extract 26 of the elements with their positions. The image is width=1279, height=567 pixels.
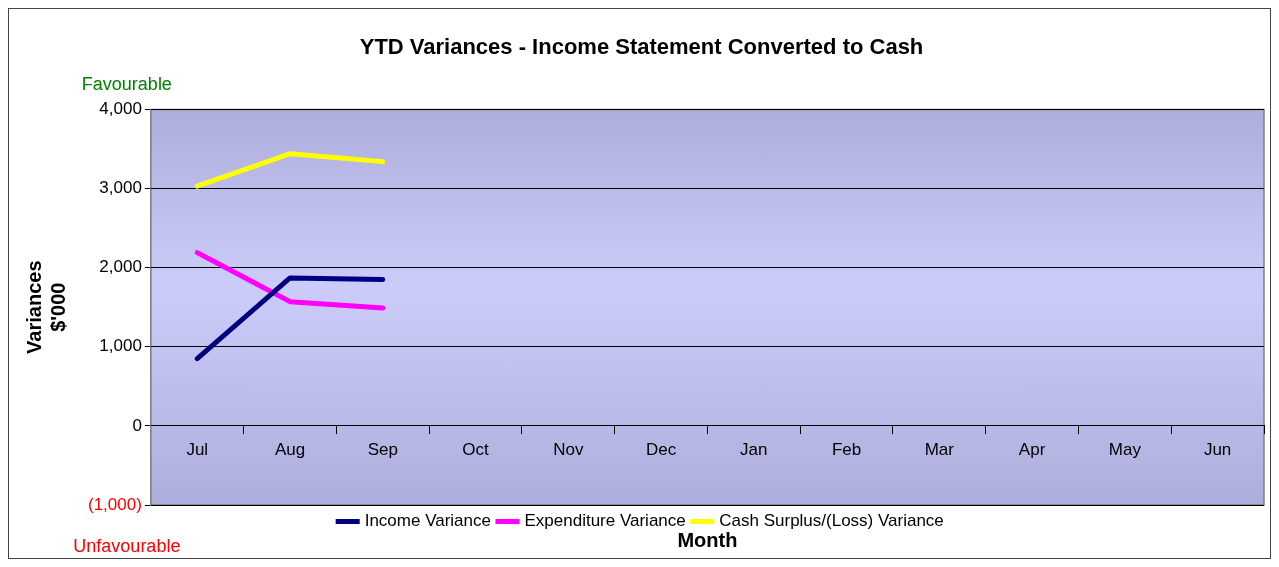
x-tick-label: Dec [645,439,677,459]
y-tick-label: 2,000 [99,257,142,277]
y-tick-label: (1,000) [87,494,142,514]
x-tick-label: May [1108,439,1142,459]
x-tick-label: Jan [740,439,768,459]
y-tick-label: 3,000 [99,178,142,198]
x-axis-title: Month [677,528,738,551]
chart-title: YTD Variances - Income Statement Converted to Cash [359,34,924,60]
x-tick-label: Apr [1018,439,1046,459]
legend-label: Income Variance [364,511,491,531]
x-tick-label: Sep [367,439,398,459]
x-tick-label: Jul [186,439,209,459]
legend-label: Expenditure Variance [524,511,686,531]
y-tick-label: 0 [132,415,142,435]
x-tick-label: Mar [924,439,955,459]
text: Unfavourable [73,535,181,556]
y-axis-title: Variances $'000 [22,260,69,354]
x-tick-label: Feb [831,439,862,459]
x-tick-label: Aug [274,439,306,459]
x-tick-label: Nov [553,439,584,459]
x-tick-label: Jun [1203,439,1232,459]
y-tick-label: 1,000 [99,336,142,356]
x-tick-label: Oct [462,439,490,459]
y-tick-label: 4,000 [99,99,142,119]
text: Favourable [81,74,172,95]
legend-label: Cash Surplus/(Loss) Variance [719,511,944,531]
